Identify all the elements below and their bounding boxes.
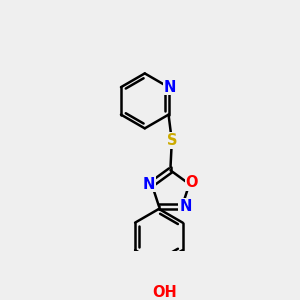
Text: N: N [179, 199, 192, 214]
Text: O: O [186, 175, 198, 190]
Text: N: N [143, 177, 155, 192]
Text: OH: OH [152, 285, 176, 300]
Text: S: S [167, 133, 177, 148]
Text: N: N [164, 80, 176, 95]
